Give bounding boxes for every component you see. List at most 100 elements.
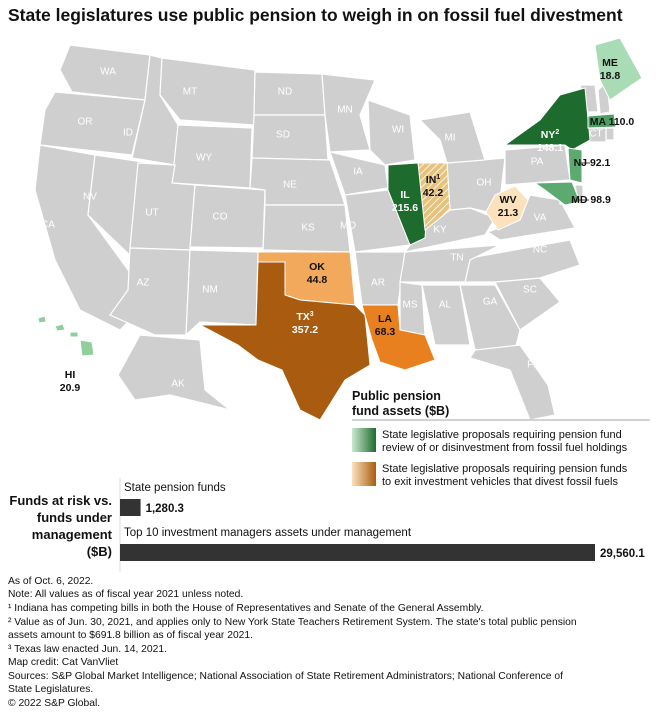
state-label: ND bbox=[278, 87, 292, 98]
state-label: KY bbox=[433, 225, 447, 236]
state-label: TN bbox=[450, 253, 463, 264]
state-label: NY2 bbox=[541, 129, 560, 141]
legend-text: State legislative proposals requiring pe… bbox=[382, 463, 628, 475]
state-label: UT bbox=[145, 208, 158, 219]
state-label: MI bbox=[444, 133, 455, 144]
state-abbr: ME bbox=[602, 57, 618, 69]
note: State Legislatures. bbox=[8, 684, 93, 695]
state-value: 44.8 bbox=[307, 274, 328, 286]
state-label: AR bbox=[371, 278, 385, 289]
legend-swatch bbox=[352, 462, 376, 486]
gray-states bbox=[34, 44, 615, 421]
state-label: OH bbox=[477, 178, 492, 189]
state-label: NV bbox=[83, 192, 97, 203]
state-label: OR bbox=[78, 117, 93, 128]
state-value: 92.1 bbox=[590, 157, 611, 169]
state-value: 20.9 bbox=[60, 382, 81, 394]
state-shape bbox=[594, 37, 643, 101]
legend-text: to exit investment vehicles that divest … bbox=[382, 476, 618, 488]
state-label: DE bbox=[621, 178, 635, 189]
state-abbr: WV bbox=[500, 194, 517, 206]
note: assets amount to $691.8 billion as of fi… bbox=[8, 630, 253, 641]
state-shape bbox=[533, 181, 581, 206]
chart-title: management bbox=[32, 527, 113, 542]
chart-title: Funds at risk vs. bbox=[9, 493, 112, 508]
state-label: MN bbox=[337, 105, 353, 116]
state-shape bbox=[361, 304, 436, 371]
state-sup: 1 bbox=[436, 174, 440, 181]
state-abbr: NY bbox=[541, 129, 556, 141]
state-abbr: IN bbox=[426, 174, 437, 186]
bar bbox=[120, 499, 141, 516]
state-label: AK bbox=[171, 379, 185, 390]
note: As of Oct. 6, 2022. bbox=[8, 576, 93, 587]
state-sup: 2 bbox=[555, 129, 559, 136]
state-value: 98.9 bbox=[590, 194, 611, 206]
state-abbr: OK bbox=[309, 261, 325, 273]
state-abbr: MA bbox=[590, 116, 607, 128]
state-label: MA 110.0 bbox=[590, 116, 635, 128]
chart-title: funds under bbox=[37, 510, 112, 525]
note: ² Value as of Jun. 30, 2021, and applies… bbox=[8, 617, 577, 628]
state-abbr: IL bbox=[400, 189, 410, 201]
state-label: MT bbox=[183, 87, 197, 98]
state-label: MD 98.9 bbox=[571, 194, 611, 206]
state-sup: 3 bbox=[310, 311, 314, 318]
state-label: IL bbox=[400, 189, 410, 201]
state-label: WI bbox=[392, 125, 404, 136]
state-label: CO bbox=[213, 212, 228, 223]
state-shape bbox=[587, 113, 617, 129]
state-value: 18.8 bbox=[600, 70, 621, 82]
state-value: 110.0 bbox=[609, 116, 635, 128]
value-label: 29,560.1 bbox=[600, 548, 645, 560]
funds-chart: Funds at risk vs. funds under management ($… bbox=[9, 478, 645, 572]
state-label: AZ bbox=[137, 278, 150, 289]
note: Map credit: Cat VanVliet bbox=[8, 657, 118, 668]
state-label: DC bbox=[621, 207, 635, 218]
state-label: LA bbox=[378, 313, 392, 325]
state-label: IA bbox=[353, 167, 363, 178]
legend-title: Public pension bbox=[352, 389, 441, 403]
state-label: HI bbox=[65, 369, 76, 381]
state-label: ME bbox=[602, 57, 618, 69]
value-label: 1,280.3 bbox=[146, 503, 184, 515]
category-label: Top 10 investment managers assets under … bbox=[124, 527, 412, 539]
note: Note: All values as of fiscal year 2021 … bbox=[8, 589, 243, 600]
state-label: WA bbox=[100, 67, 116, 78]
category-label: State pension funds bbox=[124, 482, 226, 494]
state-label: CT bbox=[589, 129, 602, 140]
title: State legislatures use public pension to… bbox=[8, 5, 623, 25]
state-label: FL bbox=[527, 360, 539, 371]
state-abbr: HI bbox=[65, 369, 76, 381]
state-label: NJ 92.1 bbox=[574, 157, 611, 169]
state-label: NE bbox=[283, 180, 297, 191]
state-label: MS bbox=[403, 300, 418, 311]
state-label: NH bbox=[614, 103, 628, 114]
state-label: SD bbox=[276, 130, 290, 141]
state-value: 148.1 bbox=[537, 142, 563, 154]
legend-text: State legislative proposals requiring pe… bbox=[382, 429, 622, 441]
state-label: RI bbox=[615, 138, 625, 149]
note: © 2022 S&P Global. bbox=[8, 698, 100, 709]
state-abbr: LA bbox=[378, 313, 392, 325]
state-abbr: TX bbox=[296, 311, 309, 323]
state-shape bbox=[485, 185, 529, 231]
legend-text: review of or disinvestment from fossil f… bbox=[382, 442, 628, 454]
state-shape bbox=[567, 147, 583, 184]
state-shape bbox=[37, 315, 95, 357]
state-value: 357.2 bbox=[292, 324, 318, 336]
legend-swatch bbox=[352, 428, 376, 452]
note: ¹ Indiana has competing bills in both th… bbox=[8, 603, 483, 614]
state-label: PA bbox=[531, 157, 544, 168]
state-label: KS bbox=[301, 223, 315, 234]
legend-title: fund assets ($B) bbox=[352, 404, 449, 418]
state-shape bbox=[199, 261, 371, 421]
state-value: 42.2 bbox=[423, 187, 444, 199]
state-label: TX3 bbox=[296, 311, 313, 323]
state-label: NC bbox=[533, 245, 547, 256]
state-label: WY bbox=[196, 153, 212, 164]
state-shape bbox=[417, 162, 451, 231]
